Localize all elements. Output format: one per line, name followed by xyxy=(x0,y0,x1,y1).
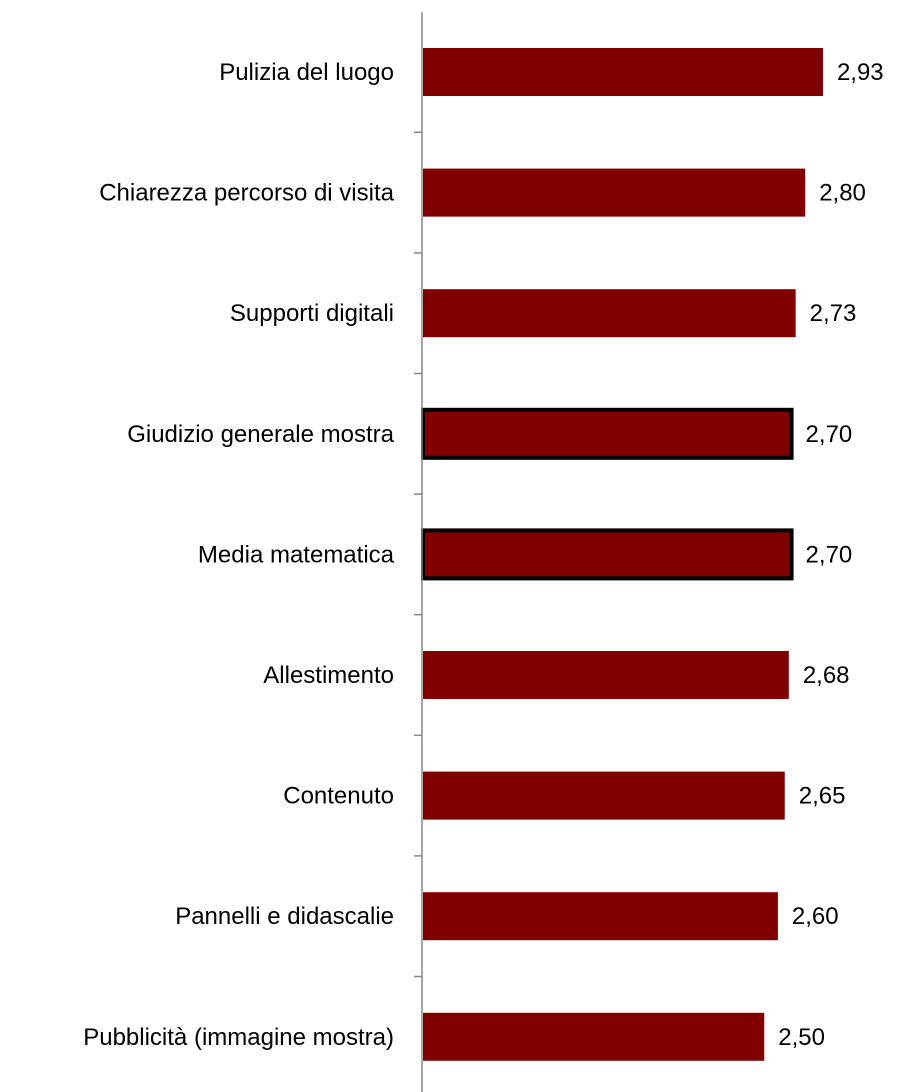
bar-chiarezza-percorso-di-visita xyxy=(423,168,806,217)
category-label-pubblicita-immagine-mostra: Pubblicità (immagine mostra) xyxy=(83,1024,394,1051)
category-label-giudizio-generale-mostra: Giudizio generale mostra xyxy=(127,421,394,448)
bar-pulizia-del-luogo xyxy=(423,48,823,96)
axis-layer xyxy=(414,12,423,1092)
bar-pannelli-e-didascalie xyxy=(423,892,778,941)
bar-pubblicita-immagine-mostra xyxy=(423,1012,765,1061)
value-label-allestimento: 2,68 xyxy=(803,662,850,689)
bar-supporti-digitali xyxy=(423,289,796,338)
category-label-media-matematica: Media matematica xyxy=(198,541,395,568)
bar-giudizio-generale-mostra xyxy=(421,407,794,460)
bars-layer xyxy=(421,48,823,1061)
category-label-chiarezza-percorso-di-visita: Chiarezza percorso di visita xyxy=(99,180,394,207)
category-label-pulizia-del-luogo: Pulizia del luogo xyxy=(219,59,394,86)
bar-media-matematica xyxy=(421,528,794,581)
category-label-pannelli-e-didascalie: Pannelli e didascalie xyxy=(175,903,394,930)
category-label-contenuto: Contenuto xyxy=(283,783,394,810)
value-label-supporti-digitali: 2,73 xyxy=(810,300,857,327)
category-label-supporti-digitali: Supporti digitali xyxy=(230,300,394,327)
value-label-chiarezza-percorso-di-visita: 2,80 xyxy=(819,180,866,207)
bar-contenuto xyxy=(423,771,785,820)
value-label-pulizia-del-luogo: 2,93 xyxy=(837,59,884,86)
value-label-contenuto: 2,65 xyxy=(799,783,846,810)
value-label-media-matematica: 2,70 xyxy=(806,541,853,568)
bar-allestimento xyxy=(423,651,789,699)
value-label-giudizio-generale-mostra: 2,70 xyxy=(806,421,853,448)
value-label-pubblicita-immagine-mostra: 2,50 xyxy=(778,1024,825,1051)
category-label-allestimento: Allestimento xyxy=(263,662,394,689)
value-label-pannelli-e-didascalie: 2,60 xyxy=(792,903,839,930)
labels-layer: Pulizia del luogo 2,93 Chiarezza percorso … xyxy=(83,59,883,1051)
